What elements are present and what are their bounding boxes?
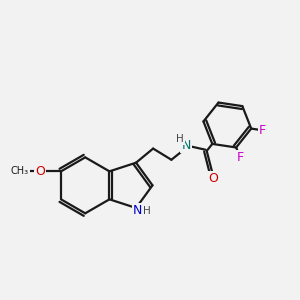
Text: N: N — [182, 139, 191, 152]
Text: N: N — [133, 204, 142, 218]
Text: H: H — [143, 206, 151, 216]
Text: CH₃: CH₃ — [11, 166, 29, 176]
Text: O: O — [35, 165, 45, 178]
Text: F: F — [237, 152, 244, 164]
Text: H: H — [176, 134, 184, 144]
Text: O: O — [208, 172, 218, 184]
Text: F: F — [259, 124, 266, 137]
